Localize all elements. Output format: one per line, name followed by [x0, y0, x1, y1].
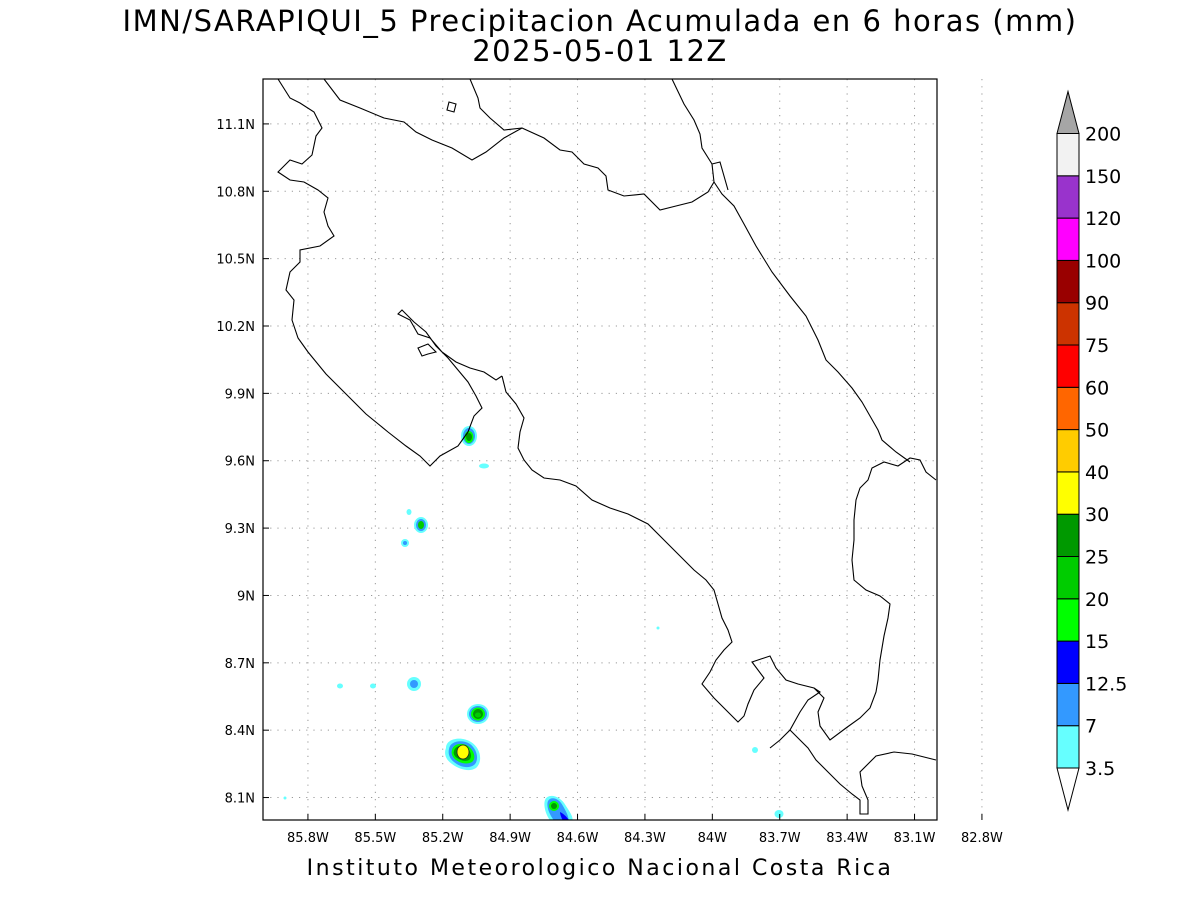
legend-color-swatch	[1056, 133, 1080, 177]
rain-cell	[407, 677, 421, 691]
lat-lon-grid	[263, 79, 983, 820]
legend-level-label: 60	[1085, 377, 1109, 399]
x-tick-label: 83.1W	[894, 831, 936, 846]
x-tick-label: 83.4W	[826, 831, 868, 846]
y-tick-label: 11.1N	[216, 118, 255, 133]
y-tick-label: 8.1N	[225, 792, 255, 807]
rain-cell	[370, 683, 376, 689]
x-tick-label: 85.2W	[422, 831, 464, 846]
legend-color-swatch	[1056, 513, 1080, 558]
rain-cell	[403, 541, 407, 545]
rain-cell	[752, 747, 758, 753]
rain-cell	[656, 626, 660, 630]
x-tick-label: 84.6W	[557, 831, 599, 846]
legend-overflow-triangle	[1056, 89, 1080, 134]
legend-level-label: 25	[1085, 547, 1109, 569]
legend-level-label: 90	[1085, 293, 1109, 315]
y-tick-label: 10.2N	[216, 320, 255, 335]
x-tick-label: 85.8W	[287, 831, 329, 846]
legend-color-swatch	[1056, 302, 1080, 346]
plot-frame	[262, 78, 938, 821]
rain-cell	[467, 704, 489, 724]
rain-cell	[414, 517, 428, 533]
legend-level-label: 20	[1085, 589, 1109, 611]
x-tick-label: 84W	[698, 831, 728, 846]
x-tick-label: 85.5W	[354, 831, 396, 846]
legend-level-label: 120	[1085, 208, 1121, 230]
x-tick-label: 83.7W	[759, 831, 801, 846]
rain-cell	[337, 683, 343, 689]
legend-level-label: 150	[1085, 166, 1121, 188]
legend-color-swatch	[1056, 217, 1080, 261]
legend-color-swatch	[1056, 598, 1080, 642]
legend-color-swatch	[1056, 344, 1080, 388]
rain-cell	[406, 509, 412, 515]
legend-level-label: 3.5	[1085, 758, 1115, 780]
y-tick-label: 9.6N	[225, 455, 255, 470]
legend-level-label: 7	[1085, 716, 1097, 738]
x-tick-label: 82.8W	[961, 831, 1003, 846]
legend-level-label: 40	[1085, 462, 1109, 484]
rain-cell	[479, 463, 489, 469]
legend-level-label: 200	[1085, 124, 1121, 146]
legend-color-swatch	[1056, 471, 1080, 515]
map-title: IMN/SARAPIQUI_5 Precipitacion Acumulada …	[122, 4, 1078, 38]
y-tick-label: 10.5N	[216, 253, 255, 268]
legend-color-swatch	[1056, 640, 1080, 684]
x-tick-label: 84.9W	[489, 831, 531, 846]
rain-cell	[445, 738, 481, 771]
legend-level-label: 12.5	[1085, 673, 1127, 695]
legend-color-swatch	[1056, 556, 1080, 600]
x-tick-label: 84.3W	[624, 831, 666, 846]
map-subtitle-datetime: 2025-05-01 12Z	[472, 34, 728, 68]
coastline-borders	[277, 79, 937, 815]
legend-color-swatch	[1056, 386, 1080, 431]
legend-level-label: 100	[1085, 250, 1121, 272]
legend-underflow-triangle	[1056, 767, 1080, 812]
rain-cell	[774, 810, 784, 818]
y-tick-label: 8.4N	[225, 724, 255, 739]
legend-color-swatch	[1056, 175, 1080, 219]
legend-color-swatch	[1056, 682, 1080, 727]
legend-color-swatch	[1056, 725, 1080, 769]
y-tick-label: 10.8N	[216, 185, 255, 200]
axis-tick-labels: 85.8W 85.5W 85.2W 84.9W 84.6W 84.3W 84W 83.7W 83…	[216, 118, 1003, 846]
y-tick-label: 9.3N	[225, 522, 255, 537]
rain-cell	[544, 795, 573, 820]
legend-level-label: 30	[1085, 504, 1109, 526]
footer-credit: Instituto Meteorologico Nacional Costa R…	[306, 856, 894, 881]
rain-cell	[461, 426, 477, 446]
legend-level-label: 75	[1085, 335, 1109, 357]
legend-level-label: 50	[1085, 420, 1109, 442]
color-legend: 3.5 7 12.5 15 20 25 30 40 50 60 75 90 100 120 150 200	[1056, 89, 1127, 812]
legend-level-label: 15	[1085, 631, 1109, 653]
y-tick-label: 9.9N	[225, 387, 255, 402]
legend-color-swatch	[1056, 259, 1080, 304]
y-tick-label: 9N	[237, 589, 255, 604]
rain-cell	[283, 796, 287, 800]
y-tick-label: 8.7N	[225, 657, 255, 672]
legend-color-swatch	[1056, 429, 1080, 473]
precipitation-contours	[283, 426, 784, 820]
